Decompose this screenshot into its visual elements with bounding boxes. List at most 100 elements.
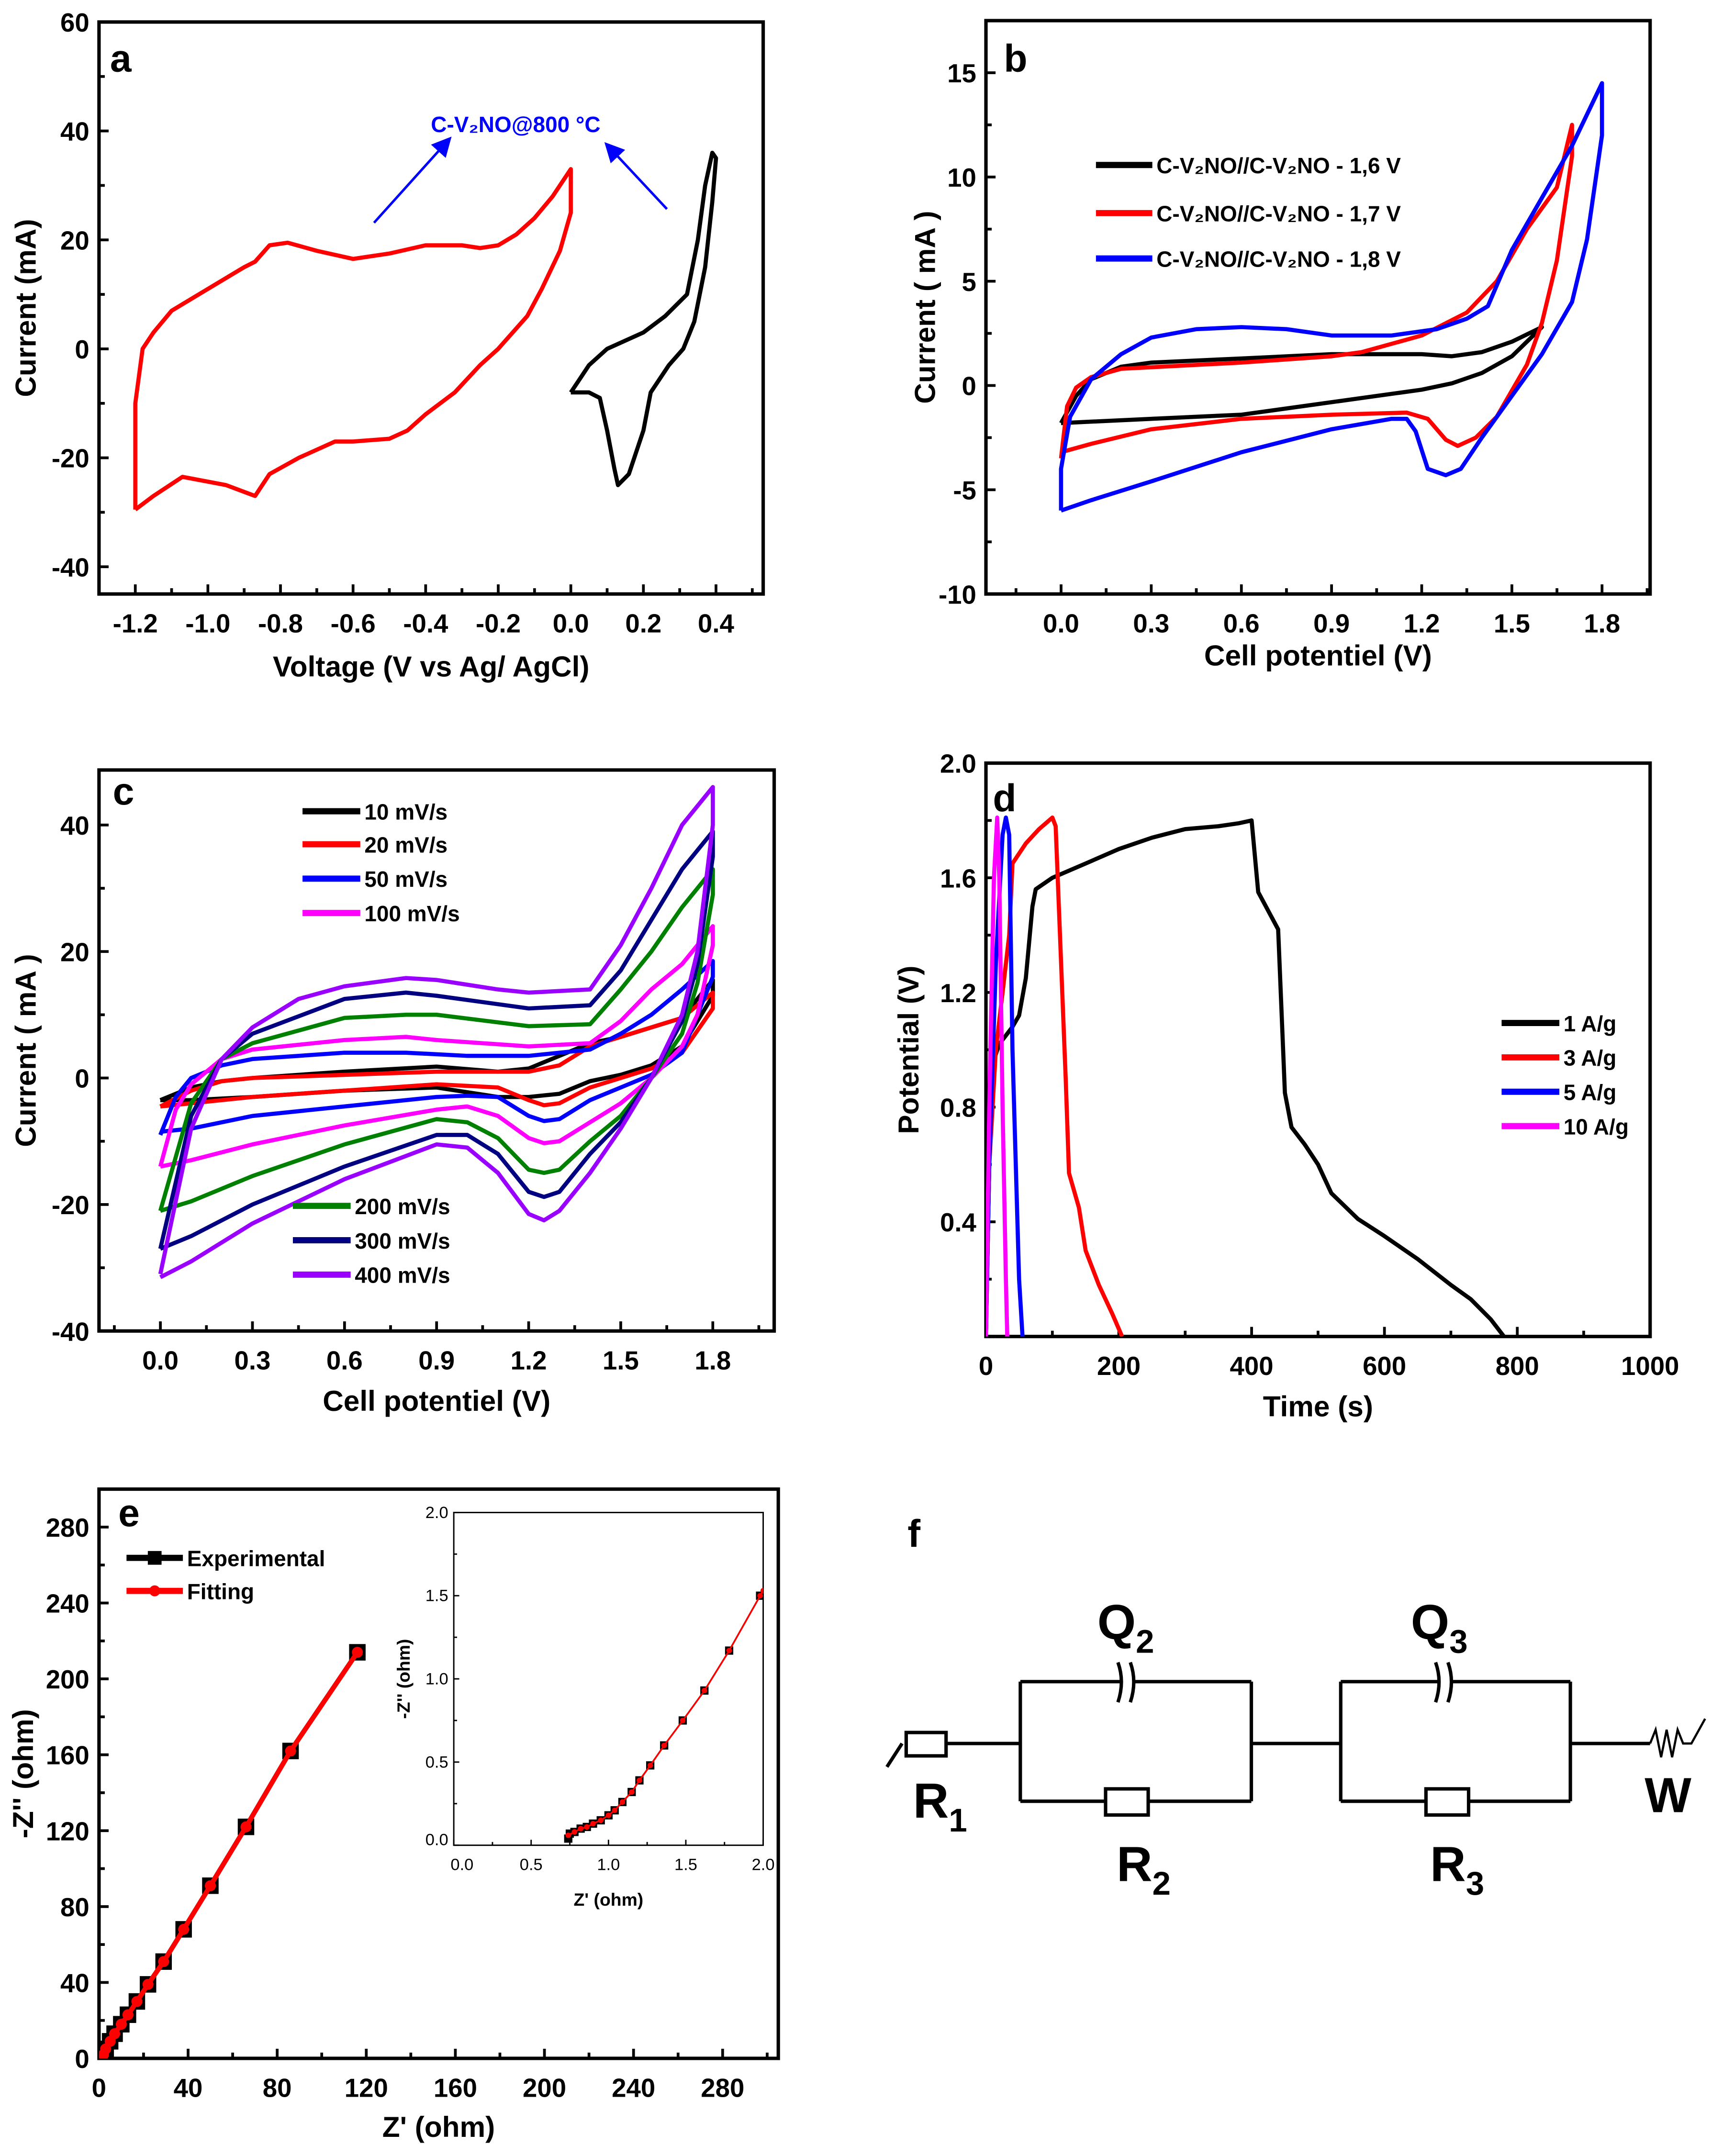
panel-b-x-axis-label: Cell potentiel (V) (1204, 639, 1432, 672)
panel-e-data-point-fitting (122, 2009, 134, 2021)
inset-data-point-fitting (760, 1588, 763, 1594)
panel-e-data-point-fitting (205, 1880, 216, 1891)
panel-d-legend-label: 1 A/g (1564, 1011, 1617, 1036)
panel-d-x-tick-label: 1000 (1621, 1352, 1679, 1381)
circuit-label-base: R (1430, 1836, 1466, 1891)
inset-y-tick-label: 0.5 (425, 1753, 448, 1771)
circuit-label-base: Q (1097, 1594, 1136, 1650)
panel-a-y-axis-label: Current (mA) (10, 219, 42, 397)
panel-b-y-tick-label: -10 (939, 580, 976, 609)
panel-b-y-tick-label: 0 (962, 372, 976, 401)
panel-d-series-line-10-a-g (986, 815, 1009, 1337)
panel-a-x-tick-label: -1.0 (185, 609, 230, 638)
panel-e-x-tick-label: 40 (174, 2073, 203, 2102)
panel-b-series-line-c-v-no-c-v-no-1-7-v (1059, 123, 1574, 459)
panel-e-plot-frame (97, 1487, 780, 2060)
circuit-label-q3: Q3 (1411, 1594, 1468, 1660)
inset-background (454, 1512, 763, 1845)
inset-x-tick-label: 0.5 (520, 1855, 543, 1874)
circuit-label-subscript: 1 (949, 1802, 967, 1839)
panel-d-y-tick-label: 1.2 (940, 979, 976, 1008)
panel-e-data-point-fitting (115, 2019, 127, 2030)
inset-data-point-fitting (726, 1648, 732, 1653)
inset-data-point-fitting (598, 1817, 604, 1823)
panel-c-x-tick-label: 0.0 (142, 1346, 179, 1375)
inset-y-tick-label: 1.5 (425, 1587, 448, 1605)
circuit-label-subscript: 2 (1136, 1623, 1154, 1660)
circuit-label-r1: R1 (913, 1773, 967, 1839)
lead-left (885, 1743, 904, 1768)
panel-d-plot: 0 200 400 600 800 1000 0.4 0.8 1.2 1.6 2.0 Time (s)… (892, 749, 1679, 1423)
panel-b-y-tick-label: 5 (962, 268, 976, 297)
panel-d-x-tick-label: 800 (1496, 1352, 1539, 1381)
inset-data-point-fitting (605, 1812, 612, 1818)
inset-x-axis-label: Z' (ohm) (573, 1889, 643, 1910)
inset-data-point-fitting (680, 1718, 686, 1723)
panel-c-y-tick-label: 20 (60, 938, 90, 967)
panel-e-series-group (99, 1644, 366, 2059)
panel-a-x-axis-label: Voltage (V vs Ag/ AgCl) (273, 650, 589, 683)
panel-d-y-axis-label: Potential (V) (892, 966, 925, 1134)
circuit-label-base: W (1645, 1767, 1691, 1823)
panel-b-legend-label: C-V₂NO//C-V₂NO - 1,7 V (1156, 201, 1401, 226)
panel-c-series-line-50-mv-s (158, 959, 715, 1136)
panel-b-legend-label: C-V₂NO//C-V₂NO - 1,6 V (1156, 153, 1401, 178)
panel-b-series-line-c-v-no-c-v-no-1-6-v (1059, 325, 1544, 425)
inset-data-point-fitting (757, 1593, 763, 1598)
panel-d-x-tick-label: 600 (1363, 1352, 1406, 1381)
panel-e-x-tick-label: 120 (345, 2073, 388, 2102)
panel-b-x-tick-label: 0.3 (1133, 609, 1169, 638)
circuit-label-subscript: 3 (1449, 1623, 1467, 1660)
inset-x-tick-label: 1.5 (674, 1855, 697, 1874)
inset-data-point-fitting (619, 1799, 626, 1805)
panel-c-x-tick-label: 1.2 (511, 1346, 547, 1375)
panel-e-y-axis-label: -Z'' (ohm) (7, 1709, 39, 1838)
panel-a-x-tick-label: 0.0 (553, 609, 589, 638)
panel-e-x-tick-label: 200 (523, 2073, 566, 2102)
panel-b-series-line-c-v-no-c-v-no-1-8-v (1059, 81, 1604, 513)
panel-b-x-tick-label: 0.9 (1313, 609, 1350, 638)
panel-c-y-tick-label: 40 (60, 811, 90, 840)
panel-a-x-tick-label: 0.4 (698, 609, 735, 638)
panel-a-y-tick-label: -40 (52, 553, 90, 582)
cpe-q3 (1434, 1662, 1454, 1703)
inset-data-point-fitting (571, 1829, 577, 1835)
panel-e-y-tick-label: 200 (46, 1665, 90, 1694)
inset-data-point-fitting (584, 1824, 590, 1830)
panel-c-legend-label: 20 mV/s (364, 832, 448, 857)
panel-d-legend-label: 10 A/g (1564, 1114, 1629, 1139)
inset-data-point-fitting (565, 1832, 571, 1838)
panel-e-data-point-fitting (178, 1923, 190, 1935)
panel-e-x-tick-label: 280 (701, 2073, 744, 2102)
panel-b-x-tick-label: 1.2 (1404, 609, 1440, 638)
panel-e-plot: 0 40 80 120 160 200 240 280 0 40 80 120 160 200 240 280… (7, 1487, 780, 2143)
inset-y-tick-label: 2.0 (425, 1504, 448, 1522)
inset-x-tick-label: 1.0 (597, 1855, 620, 1874)
panel-e-data-point-fitting (142, 1978, 154, 1990)
inset-y-tick-label: 0.0 (425, 1831, 448, 1849)
panel-e-legend: Experimental Fitting (126, 1546, 325, 1604)
panel-e-x-tick-label: 160 (434, 2073, 477, 2102)
panel-d-x-tick-label: 400 (1230, 1352, 1274, 1381)
panel-c-y-axis-label: Current ( mA ) (10, 954, 42, 1147)
panel-e-x-axis-label: Z' (ohm) (382, 2111, 495, 2143)
panel-e-data-point-fitting (158, 1956, 169, 1967)
panel-b-x-tick-label: 1.8 (1584, 609, 1620, 638)
panel-c-series-line-300-mv-s (158, 829, 715, 1251)
panel-c-plot: 0.0 0.3 0.6 0.9 1.2 1.5 1.8 -40 -20 0 20 40 Cell pot… (10, 768, 776, 1417)
panel-e-x-tick-label: 80 (263, 2073, 292, 2102)
panel-a-label: a (110, 37, 132, 80)
panel-b-plot: 0.0 0.3 0.6 0.9 1.2 1.5 1.8 -10 -5 0 5 10 15 Cell pot… (909, 19, 1652, 672)
panel-a-y-tick-label: -20 (52, 444, 90, 473)
panel-c-legend: 10 mV/s 20 mV/s 50 mV/s 100 mV/s 200 mV/s 300… (292, 799, 460, 1288)
panel-b-y-tick-label: 15 (947, 59, 976, 88)
circuit-label-r3: R3 (1430, 1836, 1484, 1902)
inset-x-tick-label: 2.0 (752, 1855, 775, 1874)
inset-x-tick-label: 0.0 (450, 1855, 473, 1874)
panel-e-y-tick-label: 160 (46, 1741, 90, 1770)
panel-e-y-tick-label: 280 (46, 1513, 90, 1542)
panel-e-data-point-fitting (285, 1745, 296, 1757)
panel-c-legend-label: 10 mV/s (364, 799, 448, 824)
